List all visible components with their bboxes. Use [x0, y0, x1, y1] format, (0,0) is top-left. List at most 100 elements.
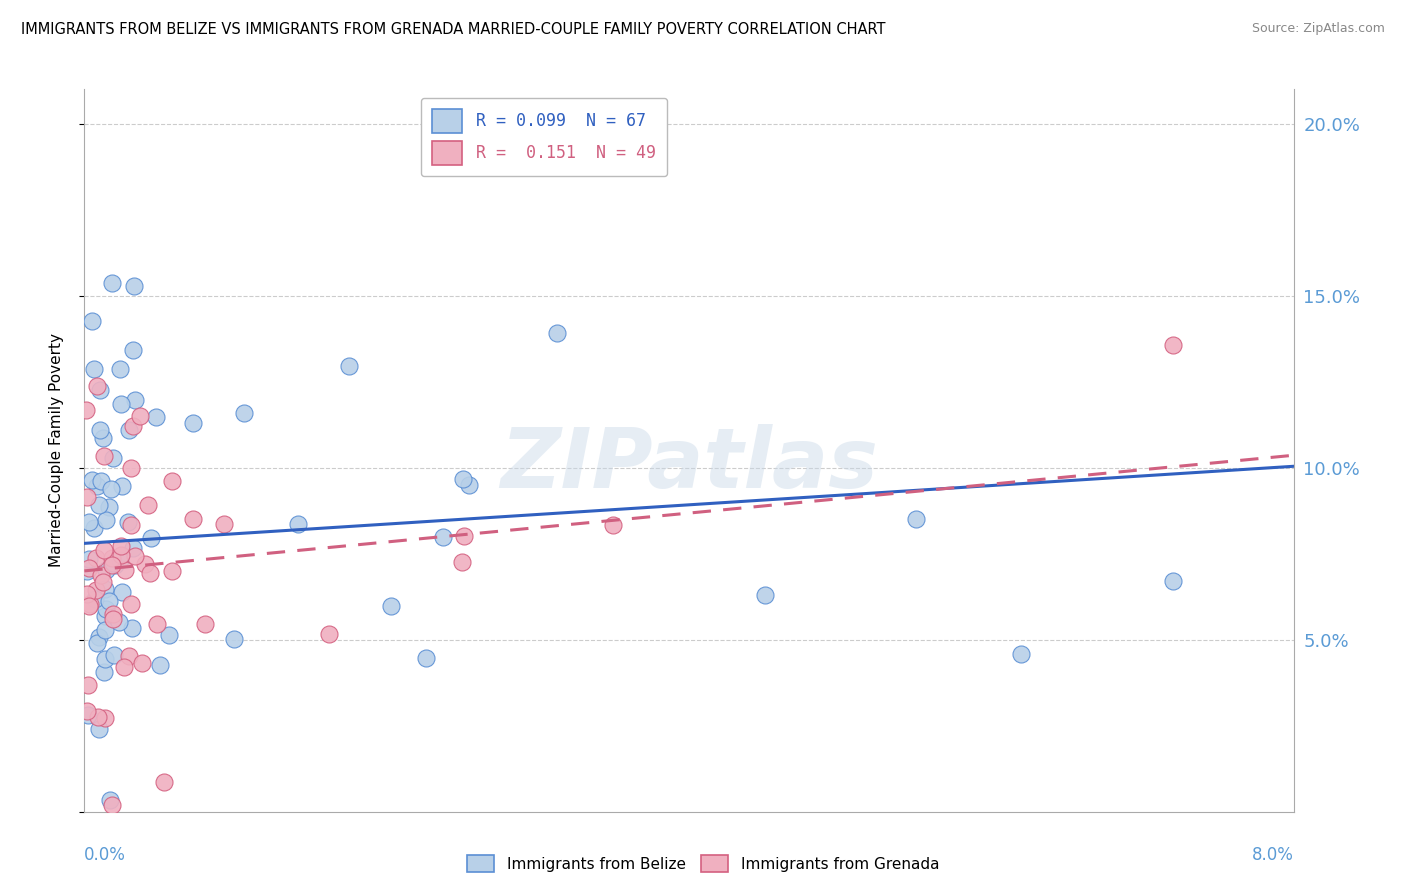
Point	[87, 710, 110, 724]
Point	[100, 482, 122, 496]
Point	[76, 564, 98, 578]
Point	[120, 461, 142, 475]
Point	[103, 648, 125, 662]
Point	[77, 516, 100, 530]
Point	[76, 704, 98, 718]
Point	[101, 450, 124, 465]
Point	[222, 632, 245, 646]
Point	[101, 551, 124, 566]
Point	[108, 553, 131, 567]
Point	[287, 517, 309, 532]
Point	[122, 541, 145, 556]
Point	[77, 707, 100, 722]
Point	[103, 607, 125, 621]
Point	[183, 417, 205, 431]
Point	[84, 591, 107, 606]
Point	[108, 615, 131, 629]
Point	[83, 362, 105, 376]
Point	[89, 423, 111, 437]
Point	[457, 478, 479, 492]
Point	[145, 409, 167, 424]
Point	[94, 608, 117, 623]
Point	[110, 548, 132, 562]
Point	[453, 528, 475, 542]
Point	[96, 563, 118, 577]
Point	[86, 636, 108, 650]
Point	[181, 512, 204, 526]
Point	[79, 599, 101, 613]
Point	[91, 431, 114, 445]
Point	[98, 594, 121, 608]
Point	[104, 558, 127, 573]
Point	[87, 499, 110, 513]
Point	[1011, 647, 1033, 661]
Point	[138, 566, 160, 581]
Point	[139, 532, 162, 546]
Point	[110, 539, 132, 553]
Point	[117, 515, 139, 529]
Point	[451, 555, 474, 569]
Point	[90, 474, 112, 488]
Point	[84, 583, 107, 598]
Point	[79, 598, 101, 612]
Point	[602, 518, 624, 533]
Text: 0.0%: 0.0%	[84, 847, 127, 864]
Point	[93, 543, 115, 558]
Point	[318, 627, 340, 641]
Point	[131, 656, 153, 670]
Legend: R = 0.099  N = 67, R =  0.151  N = 49: R = 0.099 N = 67, R = 0.151 N = 49	[420, 97, 668, 177]
Point	[94, 513, 117, 527]
Point	[194, 616, 217, 631]
Point	[160, 564, 183, 578]
Point	[153, 775, 176, 789]
Point	[111, 584, 134, 599]
Point	[101, 612, 124, 626]
Point	[120, 597, 142, 611]
Text: ZIPatlas: ZIPatlas	[501, 425, 877, 506]
Point	[380, 599, 402, 614]
Point	[1161, 338, 1184, 352]
Point	[86, 378, 108, 392]
Point	[94, 623, 117, 637]
Point	[114, 563, 136, 577]
Point	[432, 530, 454, 544]
Point	[146, 617, 169, 632]
Point	[124, 392, 146, 407]
Text: Source: ZipAtlas.com: Source: ZipAtlas.com	[1251, 22, 1385, 36]
Point	[101, 557, 124, 571]
Point	[212, 517, 235, 532]
Point	[90, 568, 112, 582]
Point	[904, 512, 927, 526]
Point	[101, 558, 124, 572]
Point	[121, 343, 143, 357]
Point	[80, 473, 103, 487]
Point	[453, 472, 475, 486]
Text: IMMIGRANTS FROM BELIZE VS IMMIGRANTS FROM GRENADA MARRIED-COUPLE FAMILY POVERTY : IMMIGRANTS FROM BELIZE VS IMMIGRANTS FRO…	[21, 22, 886, 37]
Point	[134, 557, 156, 571]
Point	[76, 490, 98, 504]
Point	[80, 314, 103, 328]
Point	[101, 276, 124, 290]
Point	[101, 797, 124, 812]
Point	[98, 793, 121, 807]
Y-axis label: Married-Couple Family Poverty: Married-Couple Family Poverty	[49, 334, 63, 567]
Point	[546, 326, 568, 340]
Point	[75, 403, 97, 417]
Point	[122, 279, 145, 293]
Point	[86, 479, 108, 493]
Point	[120, 517, 142, 532]
Text: 8.0%: 8.0%	[1251, 847, 1294, 864]
Point	[87, 722, 110, 736]
Point	[112, 660, 135, 674]
Point	[89, 383, 111, 397]
Point	[77, 561, 100, 575]
Point	[121, 419, 143, 434]
Point	[84, 551, 107, 566]
Point	[157, 628, 180, 642]
Point	[94, 602, 117, 616]
Point	[415, 650, 437, 665]
Legend: Immigrants from Belize, Immigrants from Grenada: Immigrants from Belize, Immigrants from …	[460, 847, 946, 880]
Point	[118, 424, 141, 438]
Point	[337, 359, 360, 373]
Point	[93, 665, 115, 679]
